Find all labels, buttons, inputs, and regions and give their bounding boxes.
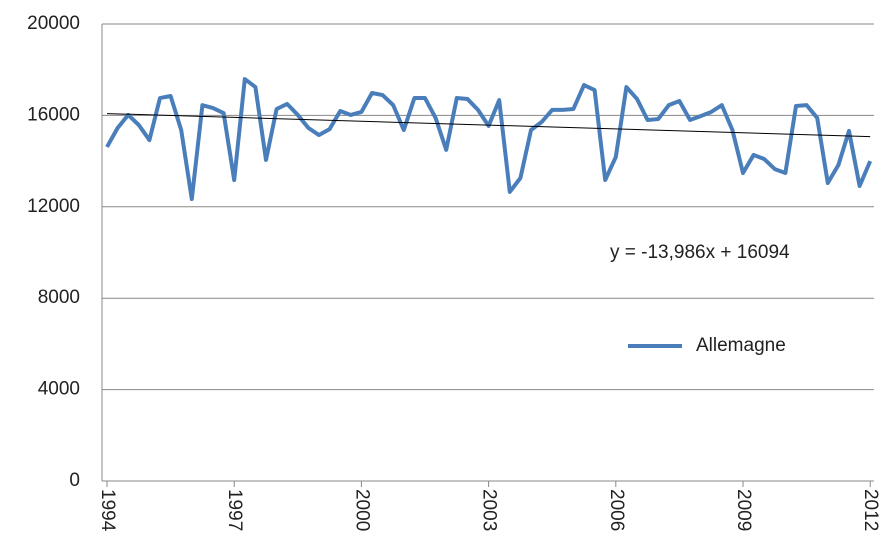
x-tick-label: 2003 [479,489,500,531]
x-tick-label: 1997 [224,489,245,531]
x-tick-label: 2006 [606,489,627,531]
y-tick-label: 16000 [27,104,80,125]
y-tick-label: 4000 [38,379,80,400]
series-line [105,77,873,202]
trend-equation: y = -13,986x + 16094 [610,242,790,263]
x-tick-label: 2000 [351,489,372,531]
y-tick-label: 12000 [27,196,80,217]
y-tick-label: 0 [69,470,80,491]
x-tick-label: 2012 [860,489,881,531]
y-tick-label: 20000 [27,13,80,34]
legend-label: Allemagne [696,335,786,356]
x-tick-label: 1994 [97,489,118,532]
trendline [106,113,871,138]
x-tick-label: 2009 [733,489,754,531]
y-tick-label: 8000 [38,287,80,308]
